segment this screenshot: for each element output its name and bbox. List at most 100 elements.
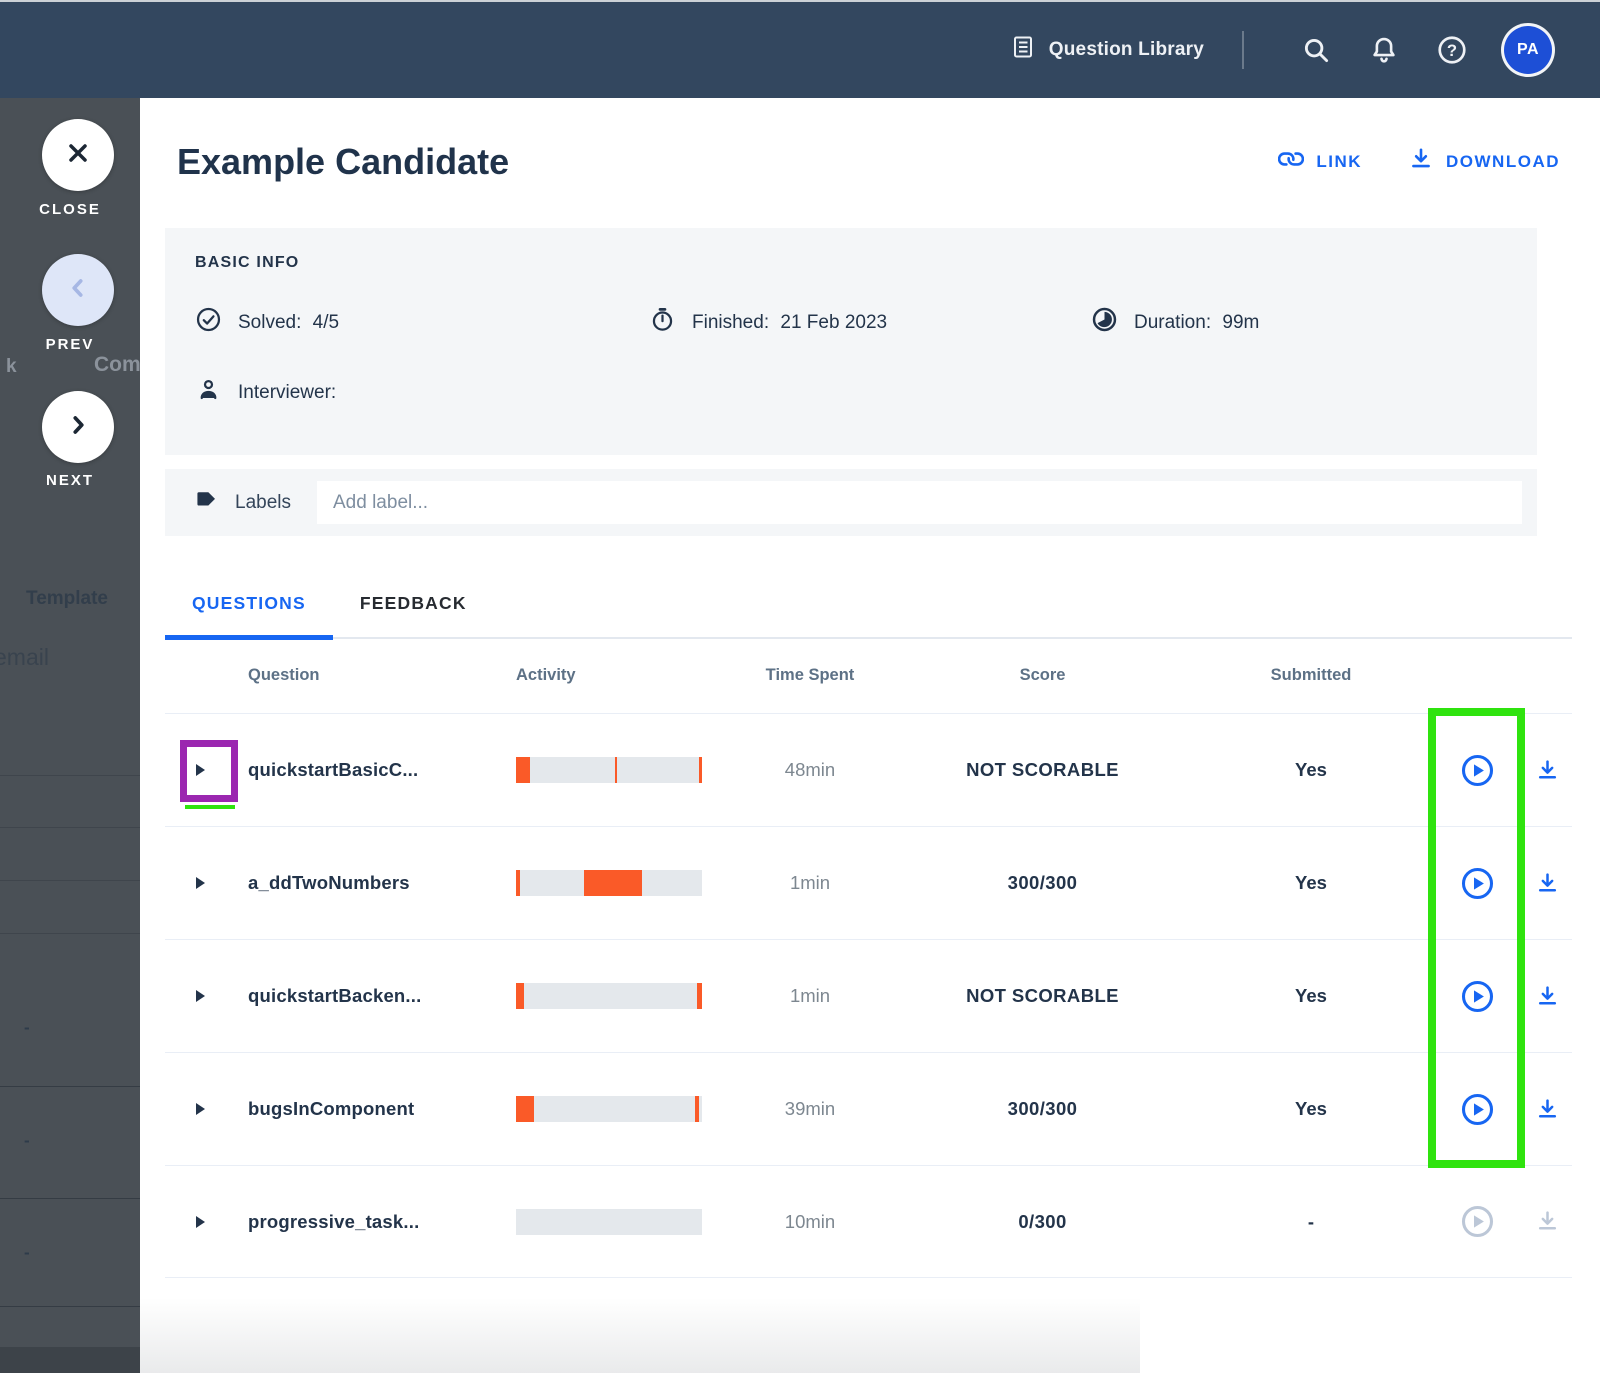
- submitted-cell: Yes: [1295, 759, 1327, 780]
- column-header-submitted: Submitted: [1270, 666, 1352, 684]
- activity-bar: [516, 1096, 702, 1122]
- person-icon: [195, 376, 222, 409]
- time-spent-cell: 10min: [784, 1210, 836, 1232]
- check-circle-icon: [195, 306, 222, 339]
- bottom-fade: [140, 1298, 1140, 1373]
- download-row-button: [1535, 1209, 1560, 1234]
- help-icon[interactable]: ?: [1429, 27, 1475, 73]
- finished-info: Finished: 21 Feb 2023: [649, 306, 887, 339]
- background-dash: -: [24, 1243, 30, 1262]
- play-button[interactable]: [1460, 979, 1495, 1014]
- submitted-cell: -: [1307, 1210, 1315, 1232]
- download-label: DOWNLOAD: [1446, 151, 1560, 171]
- green-annotation-sliver: [185, 805, 235, 809]
- prev-label: PREV: [45, 336, 95, 353]
- activity-bar: [516, 870, 702, 896]
- expand-caret-icon[interactable]: [195, 1103, 205, 1115]
- close-button[interactable]: [42, 119, 114, 191]
- report-panel: Example Candidate LINK: [140, 98, 1600, 1373]
- expand-caret-icon[interactable]: [195, 1215, 205, 1228]
- activity-bar: [516, 983, 702, 1009]
- expand-caret-icon[interactable]: [195, 877, 205, 889]
- play-button[interactable]: [1460, 753, 1495, 788]
- close-icon: [64, 139, 92, 172]
- question-library-icon: [1011, 35, 1035, 65]
- table-header-row: Question Activity Time Spent Score Submi…: [165, 638, 1572, 713]
- question-rows: quickstartBasicC... 48min NOT SCORABLE Y…: [165, 713, 1572, 1278]
- question-name[interactable]: quickstartBacken...: [248, 985, 422, 1006]
- table-row: bugsInComponent 39min 300/300 Yes: [165, 1052, 1572, 1165]
- page-title: Example Candidate: [177, 141, 510, 182]
- question-name[interactable]: bugsInComponent: [248, 1098, 415, 1119]
- activity-segment: [614, 757, 618, 783]
- navbar-divider: [1242, 31, 1244, 69]
- duration-info: Duration: 99m: [1091, 306, 1259, 339]
- background-divider: [0, 1086, 140, 1087]
- green-annotation-box: [1428, 708, 1525, 1168]
- question-name[interactable]: quickstartBasicC...: [248, 759, 419, 780]
- tab-questions[interactable]: QUESTIONS: [165, 593, 333, 640]
- solved-info: Solved: 4/5: [195, 306, 339, 339]
- notifications-bell-icon[interactable]: [1361, 27, 1407, 73]
- next-label: NEXT: [45, 472, 94, 489]
- column-header-time-spent: Time Spent: [765, 666, 855, 684]
- duration-value: 99m: [1222, 311, 1260, 333]
- activity-segment: [516, 757, 531, 783]
- search-icon[interactable]: [1293, 27, 1339, 73]
- download-row-button[interactable]: [1535, 758, 1560, 783]
- tab-bar: QUESTIONS FEEDBACK: [165, 593, 1572, 640]
- activity-bar: [516, 1208, 702, 1235]
- submitted-cell: Yes: [1295, 872, 1327, 893]
- download-row-button[interactable]: [1535, 984, 1560, 1009]
- user-avatar[interactable]: PA: [1504, 26, 1552, 74]
- download-row-button[interactable]: [1535, 1097, 1560, 1122]
- link-label: LINK: [1316, 151, 1363, 171]
- next-button[interactable]: [42, 391, 114, 463]
- duration-label: Duration:: [1134, 311, 1212, 333]
- prev-button[interactable]: [42, 254, 114, 326]
- expand-caret-icon[interactable]: [195, 764, 205, 776]
- play-button[interactable]: [1460, 1092, 1495, 1127]
- question-name[interactable]: progressive_task...: [248, 1210, 420, 1232]
- activity-bar: [516, 757, 702, 783]
- table-row: progressive_task... 10min 0/300 -: [165, 1165, 1572, 1278]
- add-label-input[interactable]: [317, 481, 1522, 524]
- question-library-button[interactable]: Question Library: [1011, 35, 1204, 65]
- interviewer-label: Interviewer:: [238, 381, 337, 403]
- stopwatch-icon: [649, 306, 676, 339]
- activity-segment: [516, 1096, 534, 1122]
- tag-icon: [195, 488, 219, 518]
- column-header-question: Question: [248, 666, 320, 684]
- chevron-left-icon: [65, 275, 91, 306]
- play-button[interactable]: [1460, 866, 1495, 901]
- activity-segment: [516, 870, 521, 896]
- chevron-right-icon: [65, 412, 91, 443]
- background-dash: -: [24, 1018, 30, 1037]
- background-divider: [0, 880, 140, 881]
- column-header-score: Score: [1019, 666, 1066, 684]
- background-text-template: Template: [26, 588, 109, 609]
- score-cell: NOT SCORABLE: [966, 759, 1119, 780]
- submitted-cell: Yes: [1295, 985, 1327, 1006]
- activity-segment: [516, 983, 525, 1009]
- finished-label: Finished:: [692, 311, 770, 333]
- top-navbar: Question Library ? PA: [0, 0, 1600, 98]
- activity-segment: [583, 870, 643, 896]
- background-divider: [0, 775, 140, 776]
- table-row: quickstartBacken... 1min NOT SCORABLE Ye…: [165, 939, 1572, 1052]
- link-button[interactable]: LINK: [1278, 146, 1362, 177]
- tab-feedback[interactable]: FEEDBACK: [359, 593, 467, 613]
- background-dash: -: [24, 1131, 30, 1150]
- time-spent-cell: 1min: [789, 872, 831, 893]
- download-button[interactable]: DOWNLOAD: [1408, 146, 1560, 177]
- question-name[interactable]: a_ddTwoNumbers: [248, 872, 410, 893]
- overlay-sidebar: k Com Template email - - - - CLOSE: [0, 98, 140, 1373]
- solved-value: 4/5: [312, 311, 340, 333]
- interviewer-info: Interviewer:: [195, 376, 336, 409]
- download-row-button[interactable]: [1535, 871, 1560, 896]
- labels-label: Labels: [235, 491, 291, 513]
- expand-caret-icon[interactable]: [195, 990, 205, 1002]
- column-header-activity: Activity: [516, 666, 576, 684]
- duration-clock-icon: [1091, 306, 1118, 339]
